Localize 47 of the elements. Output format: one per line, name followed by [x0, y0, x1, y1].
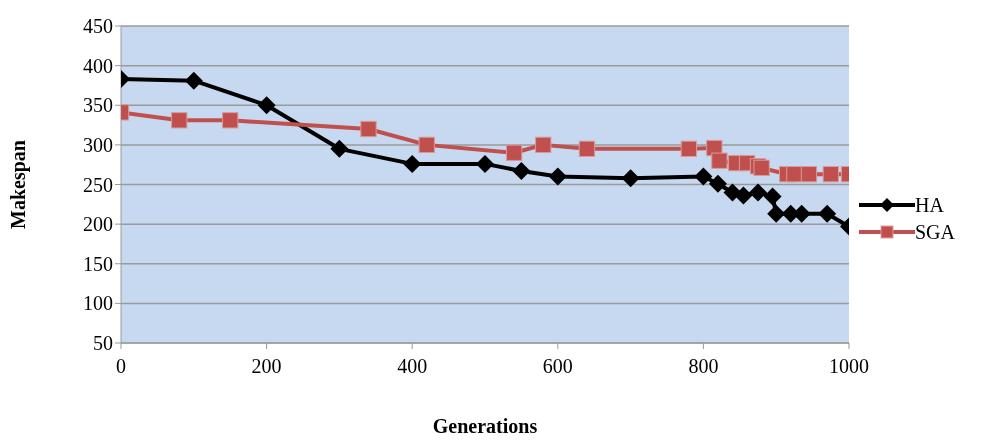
y-tick-label: 50 — [93, 332, 113, 355]
point — [763, 187, 782, 206]
point — [818, 204, 837, 223]
legend-label: SGA — [915, 220, 956, 244]
x-tick-label: 0 — [116, 355, 126, 378]
x-tick-label: 800 — [688, 355, 719, 378]
point — [753, 159, 770, 177]
point — [621, 169, 640, 188]
point — [360, 120, 377, 138]
point — [184, 71, 203, 90]
point — [786, 166, 803, 183]
y-tick-label: 350 — [83, 94, 113, 117]
x-tick-label: 400 — [397, 355, 428, 378]
x-tick-label: 1000 — [829, 355, 869, 378]
point — [767, 204, 786, 223]
point — [171, 112, 188, 129]
point — [548, 167, 567, 186]
point — [578, 140, 596, 157]
x-tick-label: 200 — [251, 355, 282, 378]
point — [512, 162, 531, 181]
point — [330, 139, 349, 158]
y-tick-label: 250 — [83, 173, 113, 196]
point — [505, 144, 523, 161]
y-tick-label: 400 — [83, 54, 113, 77]
x-axis-title: Generations — [432, 415, 538, 437]
point — [734, 186, 753, 205]
y-tick-label: 150 — [83, 252, 113, 275]
y-tick-label: 100 — [83, 292, 113, 315]
point — [711, 152, 728, 169]
point — [535, 136, 552, 154]
point — [222, 112, 239, 129]
point — [749, 183, 767, 202]
y-tick-label: 300 — [83, 133, 113, 156]
point — [708, 174, 727, 193]
point — [418, 136, 435, 154]
y-axis-title: Makespan — [7, 140, 31, 229]
y-tick-label: 200 — [83, 213, 113, 236]
point — [257, 96, 276, 115]
point — [680, 140, 697, 157]
point — [800, 166, 818, 183]
point — [822, 166, 839, 183]
y-tick-label: 450 — [83, 15, 113, 38]
point — [694, 167, 713, 186]
legend-label: HA — [915, 193, 944, 217]
point — [476, 154, 494, 173]
x-tick-label: 600 — [542, 355, 573, 378]
point — [723, 183, 742, 202]
